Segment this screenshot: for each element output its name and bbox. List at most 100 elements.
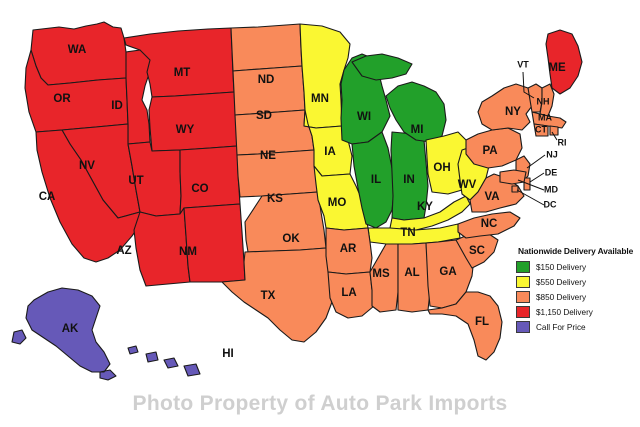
state-label-MO: MO <box>328 197 347 209</box>
legend-item[interactable]: Call For Price <box>516 321 634 333</box>
legend-item[interactable]: $850 Delivery <box>516 291 634 303</box>
state-label-AL: AL <box>404 267 419 279</box>
state-NE[interactable] <box>234 109 315 156</box>
state-CA[interactable] <box>35 129 143 263</box>
legend-item-label: $1,150 Delivery <box>536 307 593 317</box>
state-LA[interactable] <box>327 271 375 319</box>
state-label-CT: CT <box>535 124 547 134</box>
state-label-AZ: AZ <box>116 245 131 257</box>
state-label-NH: NH <box>537 96 550 106</box>
state-label-CO: CO <box>191 183 208 195</box>
state-label-AR: AR <box>340 243 357 255</box>
state-label-SC: SC <box>469 245 485 257</box>
legend-item[interactable]: $550 Delivery <box>516 276 634 288</box>
state-label-MN: MN <box>311 93 329 105</box>
state-label-CA: CA <box>39 191 56 203</box>
state-label-NJ: NJ <box>546 149 558 159</box>
state-label-MS: MS <box>372 268 390 280</box>
state-FL[interactable] <box>427 291 503 361</box>
state-NY[interactable] <box>477 83 535 131</box>
state-label-GA: GA <box>439 266 456 278</box>
state-label-WY: WY <box>176 124 195 136</box>
state-label-NM: NM <box>179 246 197 258</box>
state-label-MI: MI <box>411 124 424 136</box>
state-RI[interactable] <box>549 125 559 136</box>
leader-NJ <box>526 154 546 169</box>
state-TX[interactable] <box>221 247 335 343</box>
legend-item-label: Call For Price <box>536 322 586 332</box>
legend-item-label: $850 Delivery <box>536 292 587 302</box>
leader-RI <box>551 131 558 141</box>
legend-swatch-icon <box>516 261 530 273</box>
state-label-LA: LA <box>341 287 356 299</box>
legend-swatch-icon <box>516 321 530 333</box>
leader-VT <box>522 71 535 99</box>
state-HI[interactable] <box>127 345 201 377</box>
state-PA[interactable] <box>465 127 523 169</box>
state-label-HI: HI <box>222 348 234 360</box>
state-label-DC: DC <box>544 199 557 209</box>
state-OK[interactable] <box>244 191 327 253</box>
state-label-RI: RI <box>558 137 567 147</box>
state-label-NE: NE <box>260 150 276 162</box>
state-label-ND: ND <box>258 74 275 86</box>
state-label-PA: PA <box>482 145 497 157</box>
state-NC[interactable] <box>457 211 521 239</box>
state-IL[interactable] <box>351 131 395 229</box>
state-CO[interactable] <box>179 145 241 215</box>
state-label-MD: MD <box>544 184 558 194</box>
state-label-KS: KS <box>267 193 283 205</box>
state-MS[interactable] <box>369 243 399 313</box>
state-DC[interactable] <box>511 185 519 193</box>
leader-DE <box>529 172 545 183</box>
legend-item-label: $150 Delivery <box>536 262 587 272</box>
legend-title: Nationwide Delivery Available <box>518 246 634 256</box>
state-label-IN: IN <box>403 174 415 186</box>
state-label-NC: NC <box>481 218 498 230</box>
legend: Nationwide Delivery Available $150 Deliv… <box>516 246 634 336</box>
states-layer[interactable] <box>11 21 583 381</box>
state-NH[interactable] <box>539 83 555 117</box>
state-label-OK: OK <box>282 233 300 245</box>
state-label-NY: NY <box>505 106 521 118</box>
state-label-ME: ME <box>548 62 566 74</box>
state-labels: WA OR ID MT WY NV UT CO CA AZ NM ND SD NE KS OK TX MN IA MO… <box>39 44 567 360</box>
state-CT[interactable] <box>533 123 549 137</box>
state-WY[interactable] <box>148 91 238 152</box>
legend-swatch-icon <box>516 276 530 288</box>
leader-MD <box>517 179 545 191</box>
state-label-ID: ID <box>111 100 123 112</box>
state-ME[interactable] <box>545 29 583 95</box>
state-label-WA: WA <box>68 44 87 56</box>
state-label-OR: OR <box>53 93 71 105</box>
state-label-IA: IA <box>324 146 336 158</box>
state-label-SD: SD <box>256 110 272 122</box>
state-label-TX: TX <box>261 290 276 302</box>
state-label-NV: NV <box>79 160 95 172</box>
legend-item-label: $550 Delivery <box>536 277 587 287</box>
state-label-DE: DE <box>545 167 558 177</box>
state-DE[interactable] <box>523 177 531 191</box>
state-label-TN: TN <box>400 227 415 239</box>
watermark: Photo Property of Auto Park Imports <box>132 392 508 415</box>
leader-DC <box>516 189 545 206</box>
state-ND[interactable] <box>230 23 303 72</box>
state-AR[interactable] <box>325 227 373 275</box>
state-MI[interactable] <box>351 53 447 143</box>
state-label-WI: WI <box>357 111 371 123</box>
state-label-KY: KY <box>417 201 433 213</box>
legend-swatch-icon <box>516 291 530 303</box>
legend-item[interactable]: $150 Delivery <box>516 261 634 273</box>
state-label-MT: MT <box>174 67 191 79</box>
legend-swatch-icon <box>516 306 530 318</box>
state-label-UT: UT <box>128 175 143 187</box>
legend-item[interactable]: $1,150 Delivery <box>516 306 634 318</box>
state-NM[interactable] <box>183 203 246 283</box>
state-AK[interactable] <box>11 287 117 381</box>
state-label-VT: VT <box>517 59 529 69</box>
leader-lines <box>516 71 558 206</box>
state-KS[interactable] <box>236 149 319 198</box>
state-ID[interactable] <box>125 49 153 145</box>
